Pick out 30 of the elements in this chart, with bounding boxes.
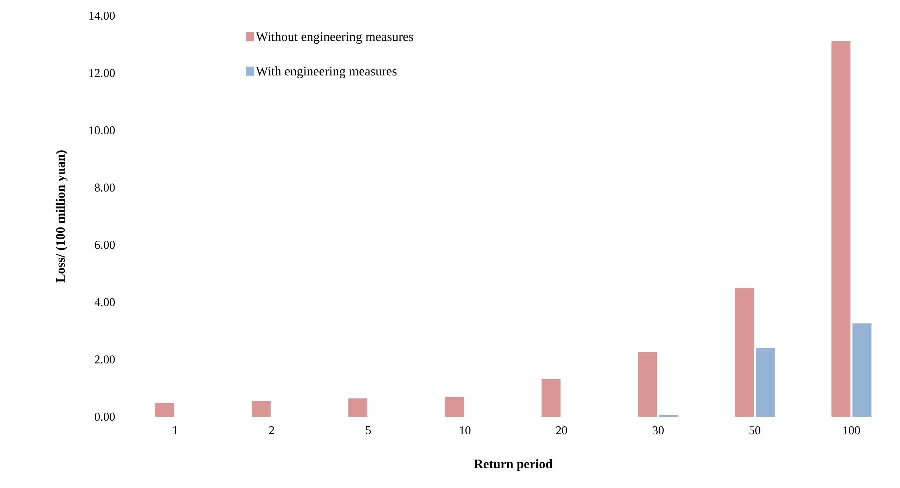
bar [252, 402, 271, 417]
bar [348, 398, 368, 417]
x-tick-label: 20 [556, 426, 568, 435]
y-tick-label: 6.00 [95, 241, 116, 250]
x-tick-label: 1 [173, 426, 178, 434]
bar [832, 41, 851, 417]
y-tick-label: 2.00 [95, 356, 116, 364]
x-tick-label: 100 [844, 426, 860, 435]
bar [735, 288, 754, 417]
y-tick-label: 12.00 [90, 69, 116, 78]
x-axis-title: Return period [474, 459, 553, 472]
bar [638, 352, 658, 417]
x-tick-label: 2 [269, 426, 274, 434]
x-tick-label: 30 [653, 426, 664, 435]
x-tick-label: 5 [366, 426, 372, 434]
legend-label: Without engineering measures [256, 32, 414, 44]
bar [155, 403, 174, 417]
bar [445, 396, 464, 417]
bar [542, 379, 561, 417]
y-tick-label: 8.00 [95, 184, 116, 192]
y-tick-label: 10.00 [90, 126, 116, 135]
x-tick-label: 50 [750, 426, 761, 435]
y-axis-title: Loss/ (100 million yuan) [56, 150, 68, 283]
y-tick-label: 14.00 [90, 12, 116, 20]
y-tick-label: 0.00 [95, 412, 116, 422]
bar [756, 348, 776, 417]
legend-label: With engineering measures [256, 66, 397, 78]
x-tick-label: 10 [460, 426, 471, 435]
y-tick-label: 4.00 [94, 298, 116, 306]
bar [852, 324, 872, 417]
